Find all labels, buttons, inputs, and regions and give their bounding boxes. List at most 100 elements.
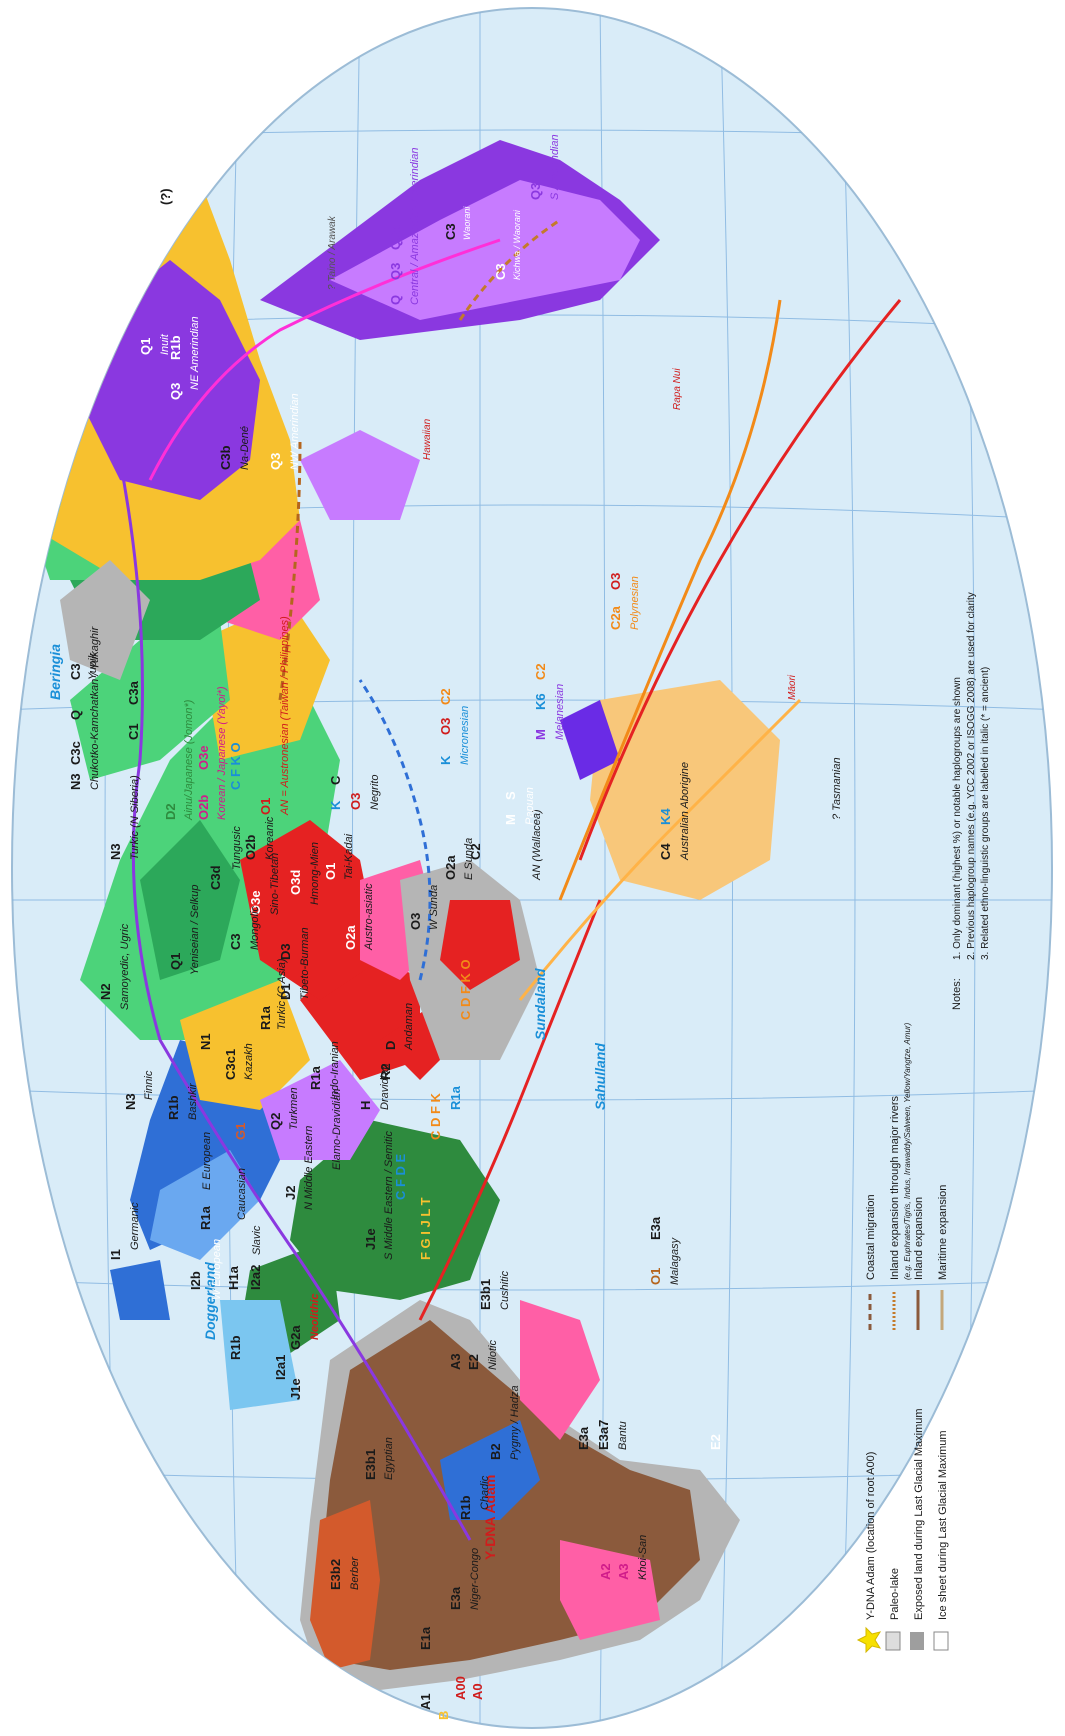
- hg-g2a: G2a: [288, 1325, 303, 1350]
- hg-micronesian: Micronesian: [459, 706, 471, 765]
- hg-e1a: E1a: [418, 1626, 433, 1650]
- hg-a3: A3: [616, 1563, 631, 1580]
- hg-samoyedic: Samoyedic, Ugric: [119, 923, 131, 1010]
- sundaland-label: Sundaland: [532, 968, 548, 1040]
- legend-icesheet: Ice sheet during Last Glacial Maximum: [933, 1430, 949, 1651]
- hg-tai: Tai-Kadai: [343, 833, 355, 880]
- hg-inuit: Inuit: [159, 333, 171, 355]
- notes-label: Notes:: [951, 978, 963, 1010]
- africa-landmass: [300, 1300, 740, 1690]
- hg-c2a: C2a: [608, 605, 623, 630]
- note-3: 3. Related ethno-linguistic groups are l…: [980, 667, 991, 960]
- hg-j2: J2: [283, 1186, 298, 1200]
- hg-a2: A2: [598, 1563, 613, 1580]
- hg-k: K: [328, 800, 343, 810]
- hg-j1e: J1e: [288, 1378, 303, 1400]
- hg-n3-turkic: N3: [108, 843, 123, 860]
- hg-e3a: E3a: [448, 1586, 463, 1610]
- hg-bashkir: Bashkir: [187, 1082, 199, 1120]
- asia-labels: N3 Finnic N2 Samoyedic, Ugric N1 C3c1 Ka…: [68, 368, 843, 1260]
- hg-c4: C4: [658, 843, 673, 860]
- hg-tibeto: Tibeto-Burman: [299, 927, 311, 1000]
- hg-cfko: C F K O: [228, 742, 243, 790]
- hg-q1-inuit: Q1: [138, 338, 153, 355]
- hg-wallacea: AN (Wallacea): [531, 809, 543, 881]
- hg-e3b1c-sub: Cushitic: [499, 1270, 511, 1310]
- hg-e3a7-sub: Bantu: [617, 1421, 629, 1450]
- hg-r1a-sub: E European: [201, 1132, 213, 1190]
- hg-r1b-na: R1b: [168, 335, 183, 360]
- hg-q-chuk: Q: [68, 710, 83, 720]
- legend-inland: Inland expansion: [913, 1197, 925, 1330]
- hg-e3a-s: E3a: [576, 1426, 591, 1450]
- hg-yeniseian: Yeniseian / Selkup: [189, 884, 201, 975]
- hg-q3-central: Q3: [388, 263, 403, 280]
- greenland-icesheet: [59, 29, 171, 111]
- notes: Notes: 1. Only dominant (highest %) or n…: [951, 592, 991, 1010]
- hg-j1e2: J1e: [363, 1228, 378, 1250]
- hg-c3c: C3c: [68, 741, 83, 765]
- legend-exposed: Exposed land during Last Glacial Maximum: [910, 1408, 925, 1650]
- hg-waorani: Waorani: [462, 206, 472, 240]
- hg-wsunda: W Sunda: [428, 885, 440, 930]
- hg-e3a7: E3a7: [596, 1420, 611, 1450]
- sahulland-label: Sahulland: [592, 1043, 608, 1110]
- hg-q3-s: Q3: [528, 183, 543, 200]
- hg-c3-w: C3: [443, 223, 458, 240]
- australia-landmass: [590, 680, 780, 900]
- sundaland-red: [440, 900, 520, 990]
- hg-o3e-j: O3e: [196, 745, 211, 770]
- hg-slavic: Slavic: [251, 1225, 263, 1255]
- hg-n3-chuk: N3: [68, 773, 83, 790]
- hg-e2n: E2: [466, 1354, 481, 1370]
- legend-adam-label: Y-DNA Adam (location of root A00): [865, 1452, 877, 1620]
- hg-taino: ? Taino / Arawak: [327, 215, 338, 290]
- hg-q-central: Q: [388, 295, 403, 305]
- hg-c3a: C3a: [126, 680, 141, 705]
- hg-k4: K4: [658, 808, 673, 825]
- hg-n2: N2: [98, 983, 113, 1000]
- europe-labels: R1b W European I2a1 J1e G2a Neolithic I2…: [108, 1082, 321, 1400]
- hg-b2: B2: [488, 1443, 503, 1460]
- a00-label: A00: [453, 1676, 468, 1700]
- hg-a3n: A3: [448, 1353, 463, 1370]
- hg-neolithic: Neolithic: [309, 1294, 321, 1340]
- hg-hawaiian: Hawaiian: [422, 418, 433, 460]
- hg-d3: D3: [278, 943, 293, 960]
- hg-cfde: C F D E: [393, 1153, 408, 1200]
- hg-e3a-mal: E3a: [648, 1216, 663, 1240]
- hg-semitic: S Middle Eastern / Semitic: [383, 1131, 395, 1260]
- hg-b2-sub: Pygmy / Hadza: [509, 1385, 521, 1460]
- hg-o3-pol: O3: [608, 573, 623, 590]
- hg-koreanic: Koreanic: [264, 816, 276, 860]
- hg-q3a: Q3a: [388, 225, 403, 250]
- hg-chukotko: Chukotko-Kamchatkan / Yukaghir: [89, 625, 101, 790]
- hg-indo-iranian: Indo-Iranian: [329, 1041, 341, 1100]
- hg-elamo: Elamo-Dravidian: [331, 1089, 343, 1170]
- hg-negrito: Negrito: [369, 775, 381, 810]
- hg-dravidian: Dravidian: [379, 1064, 391, 1110]
- hg-m: M: [503, 814, 518, 825]
- hg-maori: Māori: [787, 674, 798, 700]
- hg-c2: C2: [468, 843, 483, 860]
- hg-o2b-j: O2b: [196, 795, 211, 820]
- hg-mongolic: Mongolic: [249, 905, 261, 950]
- hg-papuan: Papuan: [524, 787, 536, 825]
- legend-maritime: Maritime expansion: [937, 1185, 949, 1330]
- hg-central: Central / Amazonian Amerindian: [409, 147, 421, 305]
- hg-r1a-s: R1a: [448, 1085, 463, 1110]
- hg-c2-mel: C2: [533, 663, 548, 680]
- hg-r1a-indo: R1a: [308, 1065, 323, 1090]
- africa-labels: A1 B E1a E3a Niger-Congo E3b2 Berber E3b…: [328, 1216, 723, 1720]
- hg-c3: C3: [228, 933, 243, 950]
- hg-i2a1: I2a1: [273, 1355, 288, 1380]
- star-icon: [856, 1626, 882, 1654]
- hg-o2a: O2a: [343, 925, 358, 950]
- hg-h: H: [358, 1101, 373, 1110]
- adam-label: Y-DNA Adam: [482, 1475, 498, 1560]
- hg-austronesian: AN = Austronesian (Taiwan / Philippines): [279, 616, 291, 816]
- hg-sino: Sino-Tibetan: [269, 853, 281, 915]
- hg-tasmanian: ? Tasmanian: [831, 757, 843, 820]
- hg-r2: R2: [378, 1063, 393, 1080]
